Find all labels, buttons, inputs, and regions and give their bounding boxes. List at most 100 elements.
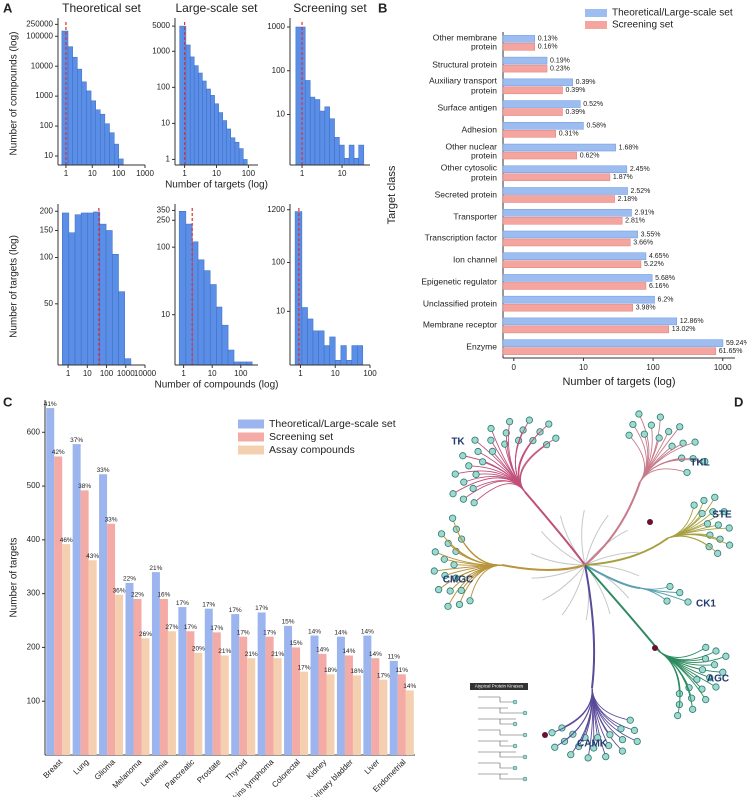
- kinase-leaf: [466, 597, 474, 605]
- kinase-leaf: [678, 454, 686, 462]
- kinase-leaf: [633, 737, 641, 746]
- bar-annotation: 16%: [157, 592, 170, 599]
- kinase-leaf: [693, 675, 701, 684]
- bar-annotation: 2.18%: [618, 196, 638, 203]
- kinase-leaf: [487, 436, 495, 444]
- histogram-bar: [81, 81, 87, 166]
- bar: [257, 612, 266, 755]
- tree-branch: [530, 553, 586, 566]
- kinase-leaf: [444, 539, 452, 547]
- tree-branch: [581, 509, 586, 566]
- chart-title: Theoretical set: [62, 1, 141, 15]
- tree-branch: [469, 564, 503, 601]
- bar-annotation: 3.98%: [636, 305, 656, 312]
- y-tick-label: 10: [161, 310, 170, 319]
- tree-trunk: [584, 564, 596, 689]
- bar-annotation: 14%: [403, 683, 416, 690]
- bar-annotation: 2.91%: [635, 210, 655, 217]
- panel-label: B: [378, 0, 387, 15]
- kinase-leaf: [452, 574, 460, 582]
- bar-annotation: 15%: [290, 640, 303, 647]
- kinase-leaf: [449, 490, 457, 498]
- inset-branch: [478, 751, 525, 758]
- bar: [284, 625, 293, 755]
- group-label: CMGC: [443, 575, 474, 586]
- bar-annotation: 15%: [282, 619, 295, 626]
- category-label: Unclassified protein: [422, 297, 497, 308]
- x-tick-label: 1000: [117, 369, 135, 378]
- legend-swatch: [585, 21, 607, 29]
- bar: [363, 635, 372, 755]
- histogram-bar: [80, 212, 88, 366]
- histogram-bar: [197, 259, 205, 366]
- inset-branch: [478, 729, 525, 736]
- histogram-bar: [329, 118, 335, 166]
- x-tick-label: 10: [208, 369, 217, 378]
- y-axis-label: Target class: [386, 165, 398, 224]
- kinase-leaf: [440, 555, 448, 563]
- bar-annotation: 5.22%: [644, 261, 664, 268]
- x-tick-label: Melanoma: [111, 757, 144, 790]
- tree-branch: [541, 531, 586, 566]
- tree-branch: [434, 564, 503, 572]
- bar-annotation: 0.31%: [559, 131, 579, 138]
- bar: [502, 173, 611, 182]
- bar: [265, 636, 274, 755]
- histogram-bar: [238, 148, 244, 166]
- y-tick-label: 10: [161, 118, 170, 127]
- kinase-leaf: [602, 753, 610, 761]
- x-tick-label: 10: [88, 169, 97, 178]
- histogram-bar: [307, 318, 314, 366]
- x-tick-label: 1: [181, 369, 186, 378]
- tree-branch: [584, 551, 639, 566]
- kinase-leaf: [525, 416, 533, 424]
- bar: [371, 658, 380, 755]
- kinase-leaf: [606, 731, 614, 739]
- x-tick-label: Kidney: [305, 758, 329, 782]
- bar-annotation: 11%: [396, 667, 409, 674]
- y-tick-label: 100: [40, 253, 54, 262]
- bar: [194, 652, 203, 755]
- y-axis-label: Number of targets (log): [9, 235, 20, 338]
- kinase-leaf: [479, 458, 487, 466]
- inset-leaf: [512, 765, 518, 771]
- bar: [239, 636, 248, 755]
- x-axis-label: Number of targets (log): [165, 180, 268, 191]
- bar: [159, 599, 168, 755]
- bar-annotation: 37%: [70, 437, 83, 444]
- bar: [115, 594, 124, 755]
- bar-annotation: 38%: [78, 483, 91, 490]
- kinase-leaf: [676, 589, 684, 597]
- histogram-bar: [62, 212, 70, 366]
- bar-annotation: 3.66%: [633, 239, 653, 246]
- histogram-bar: [214, 103, 219, 166]
- bar: [379, 679, 388, 755]
- kinase-leaf: [551, 743, 559, 751]
- x-tick-label: 100: [234, 369, 248, 378]
- kinase-leaf: [709, 508, 717, 516]
- kinase-leaf: [450, 561, 458, 569]
- histogram-bar: [206, 88, 211, 166]
- kinase-leaf: [435, 586, 443, 594]
- kinase-leaf: [618, 736, 627, 744]
- bar: [318, 653, 327, 755]
- kinase-leaf: [460, 478, 468, 486]
- tree-branch: [542, 564, 586, 601]
- bar: [502, 216, 623, 225]
- kinase-leaf: [545, 420, 553, 428]
- x-tick-label: 100: [242, 169, 256, 178]
- kinase-leaf: [700, 496, 708, 505]
- bar: [502, 339, 724, 347]
- tree-branch: [572, 687, 593, 735]
- y-tick-label: 100: [157, 82, 171, 91]
- bar: [99, 474, 108, 755]
- tree-branch: [455, 529, 503, 566]
- bar: [502, 325, 670, 334]
- bar: [397, 674, 406, 755]
- bar-annotation: 17%: [255, 605, 268, 612]
- y-tick-label: 350: [157, 206, 171, 215]
- bar-annotation: 22%: [123, 576, 136, 583]
- bar-annotation: 17%: [176, 600, 189, 607]
- kinase-leaf: [656, 413, 664, 421]
